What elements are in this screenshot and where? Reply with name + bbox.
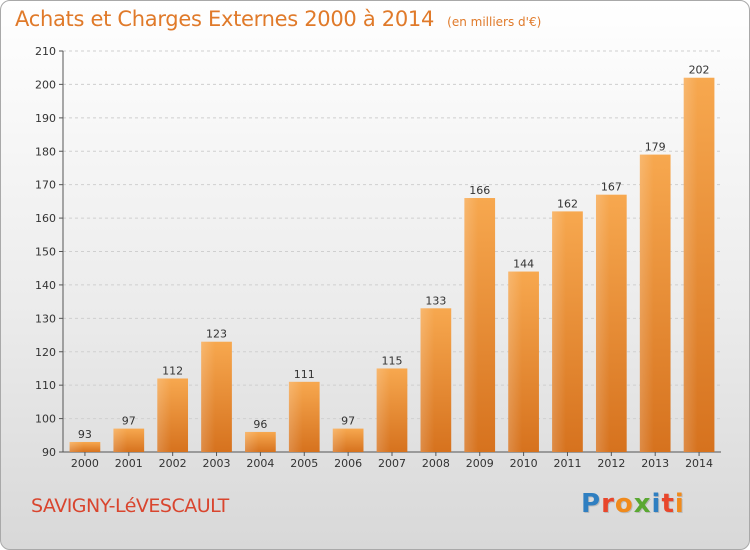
chart-title: Achats et Charges Externes 2000 à 2014 — [15, 7, 435, 31]
x-tick-label: 2010 — [510, 457, 538, 470]
bar-highlight — [376, 368, 391, 452]
bar-value-label: 202 — [689, 64, 710, 77]
bar-highlight — [552, 211, 566, 452]
bar-highlight — [245, 431, 259, 452]
bar-value-label: 144 — [513, 258, 534, 271]
x-tick-label: 2012 — [597, 457, 625, 470]
labels: 90 100 110 120 130 140 150 160 170 180 190 200 210 93… — [35, 45, 713, 470]
logo-letter: o — [614, 489, 634, 519]
logo-letter: P — [581, 489, 602, 519]
bar-value-label: 123 — [206, 328, 227, 341]
bar-value-label: 93 — [78, 428, 92, 441]
y-tick-label: 120 — [35, 346, 56, 359]
bar-value-label: 115 — [382, 354, 403, 367]
bar-highlight — [683, 77, 698, 452]
x-tick-label: 2011 — [553, 457, 581, 470]
bar-highlight — [288, 381, 303, 452]
bar-highlight — [113, 428, 128, 452]
bar-value-label: 97 — [122, 415, 136, 428]
logo-letter: t — [661, 489, 675, 519]
bar-value-label: 162 — [557, 197, 578, 210]
bar-highlight — [201, 341, 215, 452]
bar-value-label: 111 — [294, 368, 315, 381]
bar-value-label: 167 — [601, 181, 622, 194]
y-tick-label: 110 — [35, 379, 56, 392]
y-tick-label: 210 — [35, 45, 56, 58]
x-tick-label: 2007 — [378, 457, 406, 470]
y-tick-label: 130 — [35, 312, 56, 325]
proxiti-logo: Proxiti — [581, 489, 685, 519]
x-tick-label: 2014 — [685, 457, 713, 470]
y-tick-label: 150 — [35, 246, 56, 259]
y-tick-label: 170 — [35, 179, 56, 192]
bar-value-label: 96 — [253, 418, 267, 431]
bar-highlight — [508, 271, 523, 452]
logo-letter: x — [633, 489, 652, 519]
bar-value-label: 112 — [162, 364, 183, 377]
bar-value-label: 133 — [425, 294, 446, 307]
y-tick-label: 140 — [35, 279, 56, 292]
chart-unit: (en milliers d'€) — [447, 15, 542, 29]
y-tick-label: 180 — [35, 145, 56, 158]
bar-highlight — [332, 428, 347, 452]
bar-highlight — [157, 378, 172, 452]
y-tick-label: 160 — [35, 212, 56, 225]
x-tick-label: 2001 — [115, 457, 143, 470]
title-block: Achats et Charges Externes 2000 à 2014 (… — [15, 7, 541, 31]
bar-highlight — [639, 154, 654, 452]
x-tick-label: 2005 — [290, 457, 318, 470]
x-tick-label: 2002 — [159, 457, 187, 470]
logo-letter: i — [651, 489, 662, 519]
bar-highlight — [595, 194, 610, 453]
x-tick-label: 2013 — [641, 457, 669, 470]
bars — [69, 77, 715, 453]
logo-letter: r — [601, 489, 615, 519]
bar-value-label: 179 — [645, 141, 666, 154]
x-tick-label: 2008 — [422, 457, 450, 470]
y-tick-label: 190 — [35, 112, 56, 125]
bar-highlight — [69, 441, 84, 452]
bar-value-label: 166 — [469, 184, 490, 197]
y-tick-label: 200 — [35, 78, 56, 91]
x-tick-label: 2009 — [466, 457, 494, 470]
bar — [69, 441, 101, 452]
bar-highlight — [464, 198, 479, 452]
x-tick-label: 2006 — [334, 457, 362, 470]
x-tick-label: 2003 — [203, 457, 231, 470]
logo-letter: i — [674, 489, 685, 519]
commune-name: SAVIGNY-LéVESCAULT — [31, 495, 229, 517]
y-tick-label: 90 — [42, 446, 56, 459]
y-tick-label: 100 — [35, 413, 56, 426]
bar-highlight — [420, 308, 435, 452]
x-tick-label: 2004 — [246, 457, 274, 470]
x-tick-label: 2000 — [71, 457, 99, 470]
bar-value-label: 97 — [341, 415, 355, 428]
